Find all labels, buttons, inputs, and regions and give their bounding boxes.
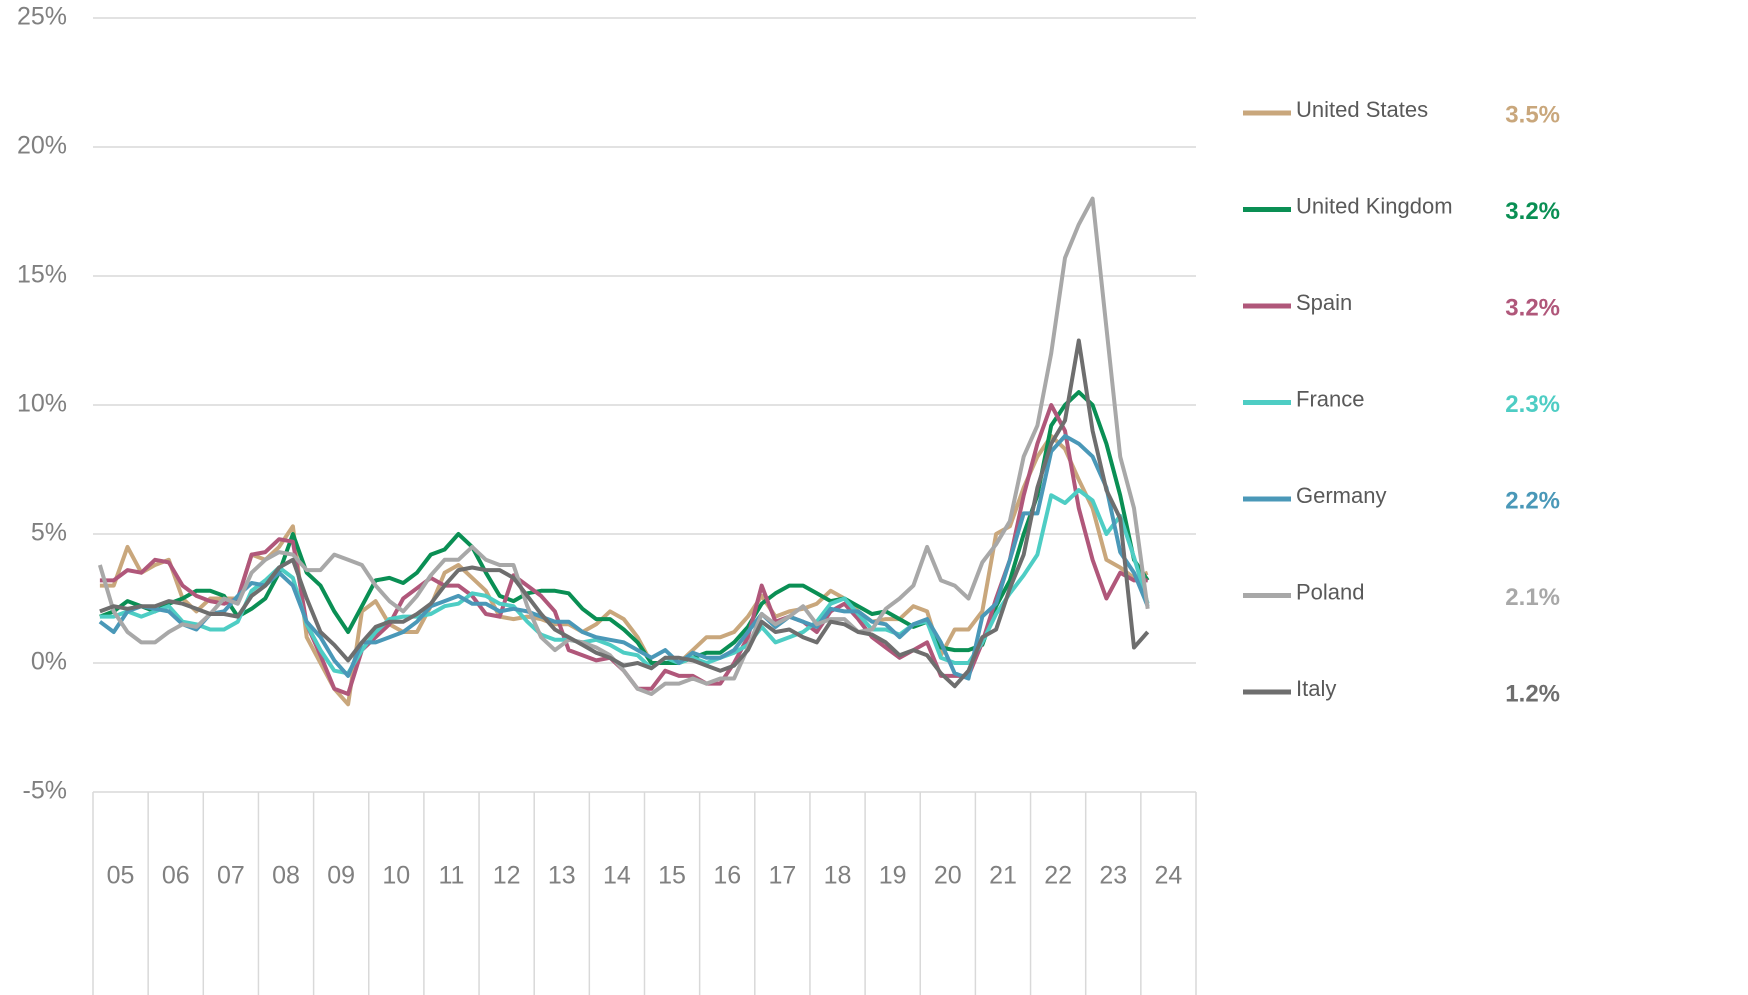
legend-value: 3.2% xyxy=(1505,198,1560,225)
y-tick-label: 15% xyxy=(17,261,67,289)
legend-value: 3.5% xyxy=(1505,101,1560,128)
x-tick-label: 16 xyxy=(713,862,741,890)
legend-value: 3.2% xyxy=(1505,294,1560,321)
y-tick-label: 25% xyxy=(17,3,67,31)
y-tick-label: 0% xyxy=(31,648,67,676)
series-line xyxy=(99,338,1150,689)
y-tick-label: 10% xyxy=(17,390,67,418)
x-tick-label: 24 xyxy=(1155,862,1183,890)
x-tick-label: 12 xyxy=(493,862,521,890)
x-tick-label: 21 xyxy=(989,862,1017,890)
series-line xyxy=(99,390,1150,665)
legend-value: 1.2% xyxy=(1505,680,1560,707)
x-tick-label: 14 xyxy=(603,862,631,890)
x-tick-label: 18 xyxy=(824,862,852,890)
legend-value: 2.2% xyxy=(1505,487,1560,514)
legend-label: Spain xyxy=(1296,290,1352,315)
y-tick-label: -5% xyxy=(23,777,67,805)
x-tick-label: 13 xyxy=(548,862,576,890)
legend-label: France xyxy=(1296,386,1364,411)
series-line xyxy=(97,196,1150,696)
x-tick-label: 19 xyxy=(879,862,907,890)
legend-label: United Kingdom xyxy=(1296,193,1453,218)
x-tick-label: 22 xyxy=(1044,862,1072,890)
legend-label: United States xyxy=(1296,97,1428,122)
x-tick-label: 07 xyxy=(217,862,245,890)
x-tick-label: 09 xyxy=(327,862,355,890)
y-tick-label: 5% xyxy=(31,519,67,547)
x-tick-label: 06 xyxy=(162,862,190,890)
x-tick-label: 15 xyxy=(658,862,686,890)
legend-label: Poland xyxy=(1296,579,1365,604)
x-tick-label: 10 xyxy=(382,862,410,890)
x-tick-label: 08 xyxy=(272,862,300,890)
x-tick-label: 11 xyxy=(438,862,464,890)
x-tick-label: 17 xyxy=(768,862,796,890)
series-line xyxy=(99,434,1149,707)
x-tick-label: 20 xyxy=(934,862,962,890)
x-tick-label: 05 xyxy=(107,862,135,890)
legend-value: 2.1% xyxy=(1505,584,1560,611)
legend-label: Germany xyxy=(1296,483,1386,508)
series-line xyxy=(99,488,1150,676)
legend-label: Italy xyxy=(1296,676,1336,701)
y-tick-label: 20% xyxy=(17,132,67,160)
x-tick-label: 23 xyxy=(1099,862,1127,890)
legend-value: 2.3% xyxy=(1505,391,1560,418)
